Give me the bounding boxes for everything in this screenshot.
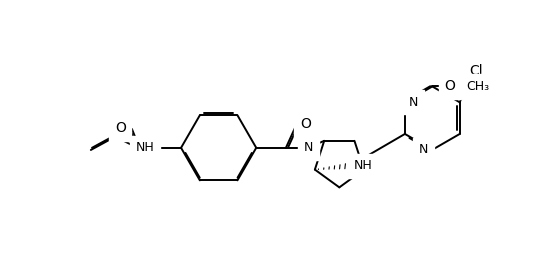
Text: NH: NH — [354, 159, 372, 172]
Text: N: N — [419, 143, 428, 156]
Text: O: O — [300, 117, 311, 131]
Text: NH: NH — [136, 141, 155, 154]
Text: CH₃: CH₃ — [466, 80, 489, 93]
Text: N: N — [304, 141, 314, 154]
Text: N: N — [409, 96, 418, 109]
Text: Cl: Cl — [470, 63, 483, 78]
Text: O: O — [445, 79, 455, 93]
Text: O: O — [115, 121, 126, 135]
